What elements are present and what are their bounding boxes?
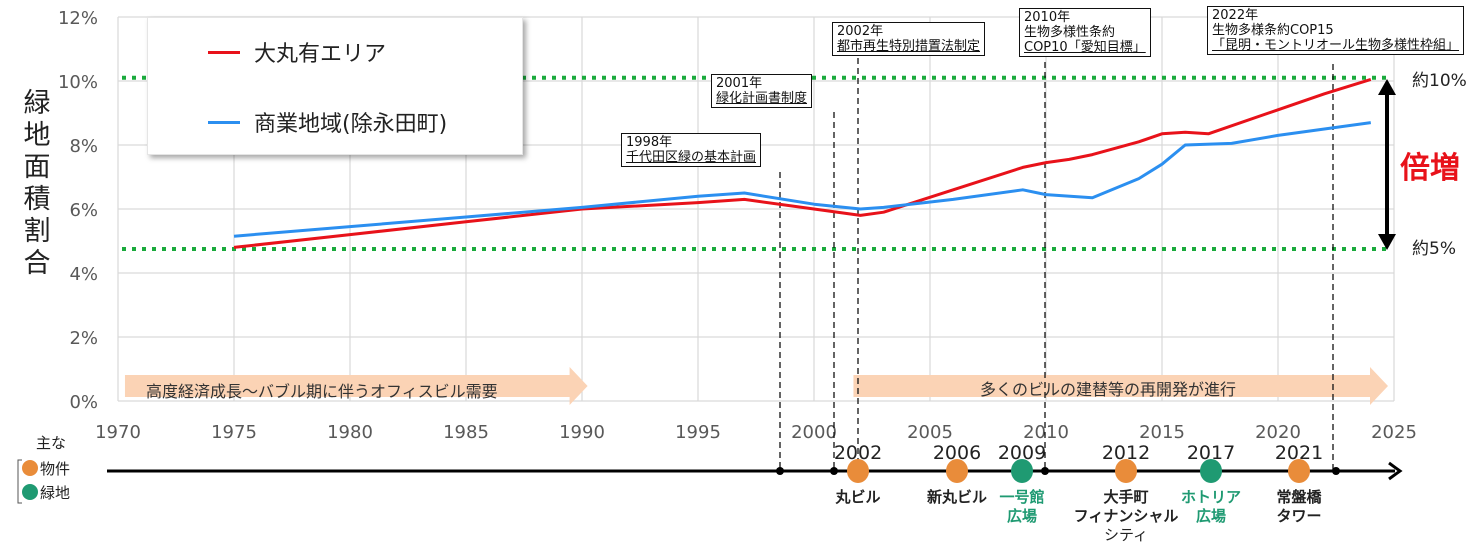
ref-label-10pct: 約10% (1412, 71, 1467, 91)
key-label: 緑地 (40, 484, 71, 502)
green-dot-icon (22, 484, 38, 500)
x-tick-label: 1990 (559, 422, 605, 443)
x-tick-label: 2020 (1255, 422, 1301, 443)
era-label-bubble: 高度経済成長～バブル期に伴うオフィスビル需要 (146, 382, 498, 401)
event-name-line: シティ (1103, 526, 1149, 544)
annotation-1998: 1998年 千代田区緑の基本計画 (621, 133, 762, 167)
timeline-event-year: 2021 (1274, 442, 1324, 464)
note-year: 2001年 (716, 76, 763, 91)
x-tick-label: 1980 (327, 422, 373, 443)
x-tick-label: 2025 (1371, 422, 1417, 443)
annotation-2001: 2001年 緑化計画書制度 (711, 74, 813, 108)
timeline-key-property: 物件 (22, 458, 70, 479)
note-year: 1998年 (626, 135, 673, 150)
note-text: 都市再生特別措置法制定 (837, 39, 981, 54)
ref-label-5pct: 約5% (1412, 239, 1456, 259)
y-tick-label: 0% (69, 392, 98, 413)
timeline-event-year: 2012 (1101, 442, 1151, 464)
timeline-key-title: 主な (36, 434, 67, 452)
x-tick-label: 2005 (907, 422, 953, 443)
note-year: 2002年 (837, 24, 884, 39)
property-dot-icon (1288, 459, 1310, 483)
series-line (233, 121, 1372, 238)
x-tick-label: 2015 (1139, 422, 1185, 443)
y-tick-label: 6% (69, 200, 98, 221)
orange-dot-icon (22, 460, 38, 476)
legend-label: 大丸有エリア (254, 42, 387, 67)
timeline-tick-dot (1041, 467, 1049, 475)
timeline-event-year: 2006 (932, 442, 982, 464)
y-tick-label: 10% (58, 72, 98, 93)
timeline-event-name: 常盤橋 タワー (1276, 488, 1321, 526)
legend-item-commercial: 商業地域(除永田町) (208, 106, 447, 138)
annotation-2002: 2002年 都市再生特別措置法制定 (832, 22, 986, 56)
property-dot-icon (946, 459, 968, 483)
note-text: 緑化計画書制度 (716, 91, 808, 106)
note-year: 2010年 (1024, 10, 1071, 25)
timeline-event-name: 大手町 フィナンシャル シティ (1074, 488, 1179, 545)
timeline-key-green: 緑地 (22, 482, 70, 503)
event-name-line: 常盤橋 (1276, 488, 1322, 506)
timeline-event-year: 2002 (833, 442, 883, 464)
green-space-dot-icon (1011, 459, 1033, 483)
timeline-event-name: 新丸ビル (927, 488, 987, 507)
era-arrow-icon (124, 367, 588, 405)
timeline-tick-dot (776, 467, 784, 475)
arrow-head-up-icon (1378, 79, 1396, 95)
note-text: COP10「愛知目標」 (1024, 40, 1146, 55)
legend-label: 商業地域(除永田町) (254, 112, 448, 137)
timeline-arrow-icon (1388, 461, 1403, 481)
key-label: 物件 (40, 460, 71, 478)
x-tick-label: 2010 (1023, 422, 1069, 443)
y-tick-label: 2% (69, 328, 98, 349)
timeline-event-name: 丸ビル (835, 488, 880, 507)
note-year: 2022年 (1212, 8, 1259, 23)
double-label: 倍増 (1400, 151, 1460, 186)
chart-legend: 大丸有エリア 商業地域(除永田町) (147, 17, 523, 155)
note-text: 「昆明・モントリオール生物多様性枠組」 (1212, 38, 1460, 53)
timeline-tick-dot (1332, 467, 1340, 475)
event-name-line: 新丸ビル (926, 488, 988, 506)
series-line (233, 77, 1372, 249)
event-name-line: 広場 (1006, 507, 1038, 525)
x-tick-label: 1985 (443, 422, 489, 443)
timeline-event-name: ホトリア 広場 (1181, 488, 1241, 526)
timeline-tick-dot (830, 467, 838, 475)
event-name-line: フィナンシャル (1073, 507, 1179, 525)
timeline-event-year: 2009 (997, 442, 1047, 464)
event-name-line: 一号館 (999, 488, 1045, 506)
x-tick-label: 1970 (95, 422, 141, 443)
blue-line-swatch-icon (208, 120, 240, 124)
annotation-2010: 2010年 生物多様性条約 COP10「愛知目標」 (1019, 8, 1151, 57)
red-line-swatch-icon (208, 50, 240, 54)
property-dot-icon (1115, 459, 1137, 483)
y-tick-label: 12% (58, 8, 98, 29)
timeline-event-name: 一号館 広場 (999, 488, 1044, 526)
event-name-line: 大手町 (1103, 488, 1149, 506)
event-name-line: ホトリア (1180, 488, 1242, 506)
event-name-line: 丸ビル (835, 488, 881, 506)
arrow-head-down-icon (1378, 234, 1396, 250)
note-text: 生物多様条約COP15 (1212, 23, 1334, 38)
x-tick-label: 1975 (211, 422, 257, 443)
x-tick-label: 2000 (791, 422, 837, 443)
legend-item-daimaruyu: 大丸有エリア (208, 36, 386, 68)
y-tick-label: 8% (69, 136, 98, 157)
note-text: 生物多様性条約 (1024, 25, 1116, 40)
event-name-line: 広場 (1195, 507, 1227, 525)
x-tick-label: 1995 (675, 422, 721, 443)
era-arrow-icon (853, 367, 1388, 405)
y-axis-label: 緑地面積割合 (23, 88, 51, 279)
note-text: 千代田区緑の基本計画 (626, 150, 757, 165)
era-label-redevelopment: 多くのビルの建替等の再開発が進行 (980, 380, 1237, 399)
property-dot-icon (847, 459, 869, 483)
green-space-dot-icon (1200, 459, 1222, 483)
y-tick-label: 4% (69, 264, 98, 285)
event-name-line: タワー (1276, 507, 1322, 525)
key-bracket (17, 459, 22, 504)
annotation-2022: 2022年 生物多様条約COP15 「昆明・モントリオール生物多様性枠組」 (1207, 6, 1465, 55)
timeline-event-year: 2017 (1186, 442, 1236, 464)
